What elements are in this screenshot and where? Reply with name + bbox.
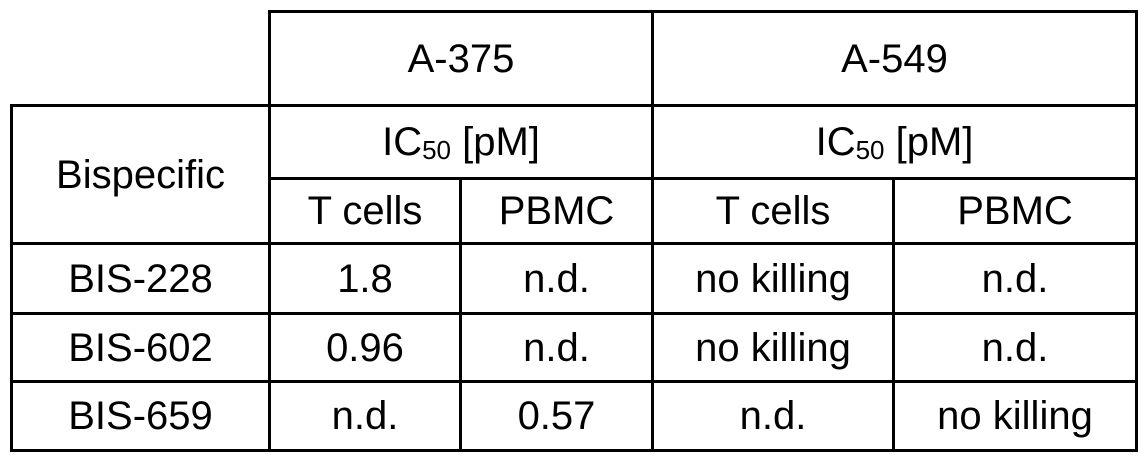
group-header-a375: A-375 bbox=[407, 36, 515, 81]
table-cell: n.d. bbox=[523, 256, 590, 301]
grid-line bbox=[1135, 10, 1138, 452]
table-cell: no killing bbox=[695, 256, 851, 301]
col-header-a375-pbmc: PBMC bbox=[498, 189, 615, 233]
grid-line bbox=[10, 104, 1138, 107]
grid-line bbox=[10, 312, 1138, 315]
metric-header-a549: IC 50 [pM] bbox=[654, 107, 1135, 177]
table-cell: 1.8 bbox=[337, 256, 393, 301]
grid-line bbox=[459, 177, 462, 452]
table-cell: 0.57 bbox=[517, 394, 596, 438]
group-header-a549: A-549 bbox=[841, 36, 948, 81]
table-cell: n.d. bbox=[981, 256, 1049, 301]
row-label: BIS-228 bbox=[68, 256, 213, 301]
metric-label: IC bbox=[815, 120, 856, 164]
grid-line bbox=[10, 380, 1138, 383]
table-cell: n.d. bbox=[523, 325, 590, 370]
grid-line bbox=[10, 104, 13, 452]
table-cell: n.d. bbox=[331, 394, 399, 438]
table-cell: n.d. bbox=[739, 394, 807, 438]
grid-line bbox=[10, 449, 1138, 452]
metric-unit: [pM] bbox=[451, 120, 540, 164]
metric-subscript: 50 bbox=[422, 135, 451, 165]
metric-unit: [pM] bbox=[884, 120, 974, 164]
grid-line bbox=[268, 10, 1138, 13]
metric-subscript: 50 bbox=[855, 135, 885, 165]
metric-label: IC bbox=[382, 120, 423, 164]
table-cell: 0.96 bbox=[326, 325, 404, 370]
table-cell: no killing bbox=[695, 325, 851, 370]
grid-line bbox=[651, 10, 654, 452]
col-header-a375-tcells: T cells bbox=[307, 189, 423, 233]
grid-line bbox=[268, 177, 1138, 180]
grid-line bbox=[268, 10, 271, 452]
table-cell: no killing bbox=[937, 394, 1093, 438]
col-header-a549-tcells: T cells bbox=[715, 189, 831, 233]
grid-line bbox=[10, 242, 1138, 245]
table-cell: n.d. bbox=[981, 325, 1049, 370]
row-label: BIS-659 bbox=[68, 394, 213, 438]
bispecific-header: Bispecific bbox=[56, 152, 225, 197]
row-label: BIS-602 bbox=[68, 325, 213, 370]
metric-header-a375: IC 50 [pM] bbox=[271, 107, 651, 177]
grid-line bbox=[892, 177, 895, 452]
col-header-a549-pbmc: PBMC bbox=[957, 189, 1073, 233]
